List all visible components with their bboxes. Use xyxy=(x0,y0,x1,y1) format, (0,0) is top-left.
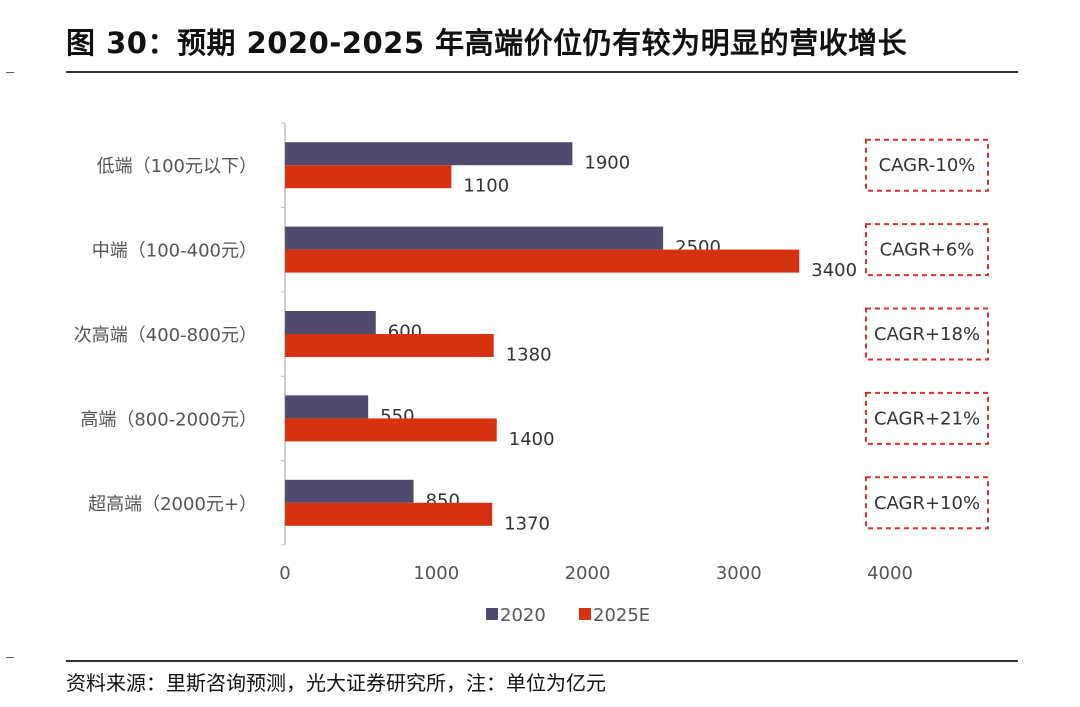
cagr-annotation-text: CAGR-10% xyxy=(879,155,976,176)
cagr-annotation-text: CAGR+10% xyxy=(874,493,980,514)
legend-swatch-2025E xyxy=(579,608,591,620)
cagr-annotation-box xyxy=(865,391,989,445)
source-rule xyxy=(66,660,1018,662)
category-label: 低端（100元以下） xyxy=(97,156,257,177)
bar-2025E-5 xyxy=(285,502,493,526)
x-tick-label: 4000 xyxy=(867,563,913,584)
data-label-2025E: 1370 xyxy=(504,513,550,534)
bar-2025E-1 xyxy=(285,165,452,189)
cagr-annotation-box xyxy=(865,223,989,277)
page-edge-mark xyxy=(6,657,14,658)
title-rule xyxy=(66,71,1018,73)
bar-2020-1 xyxy=(285,142,573,166)
category-label: 次高端（400-800元） xyxy=(74,325,257,346)
bar-2025E-4 xyxy=(285,418,497,442)
data-label-2020: 1900 xyxy=(584,153,630,174)
cagr-annotation-box xyxy=(865,138,989,192)
page-edge-mark xyxy=(6,72,14,73)
cagr-annotation-text: CAGR+21% xyxy=(874,408,980,429)
bar-2020-3 xyxy=(285,311,376,334)
bar-2025E-2 xyxy=(285,249,800,273)
data-label-2025E: 1400 xyxy=(509,429,555,450)
cagr-annotation-text: CAGR+6% xyxy=(880,240,975,261)
category-label: 超高端（2000元+） xyxy=(88,494,257,515)
x-tick-label: 0 xyxy=(279,563,290,584)
x-tick-label: 3000 xyxy=(716,563,762,584)
figure-title: 图 30：预期 2020-2025 年高端价位仍有较为明显的营收增长 xyxy=(66,26,908,60)
bar-2020-2 xyxy=(285,226,664,250)
bar-2025E-3 xyxy=(285,334,494,357)
source-note: 资料来源：里斯咨询预测，光大证券研究所，注：单位为亿元 xyxy=(66,671,606,695)
bar-2020-5 xyxy=(285,479,414,503)
legend-swatch-2020 xyxy=(486,608,498,620)
x-tick-label: 2000 xyxy=(565,563,611,584)
data-label-2025E: 3400 xyxy=(811,260,857,281)
legend-label-2025E: 2025E xyxy=(593,605,650,626)
category-label: 高端（800-2000元） xyxy=(80,409,257,430)
bar-2020-4 xyxy=(285,395,369,419)
x-tick-label: 1000 xyxy=(413,563,459,584)
legend-label-2020: 2020 xyxy=(500,605,546,626)
category-label: 中端（100-400元） xyxy=(92,241,257,262)
data-label-2025E: 1380 xyxy=(506,345,552,366)
cagr-annotation-box xyxy=(865,307,989,361)
cagr-annotation-text: CAGR+18% xyxy=(874,324,980,345)
data-label-2025E: 1100 xyxy=(463,176,509,197)
cagr-annotation-box xyxy=(865,476,989,530)
